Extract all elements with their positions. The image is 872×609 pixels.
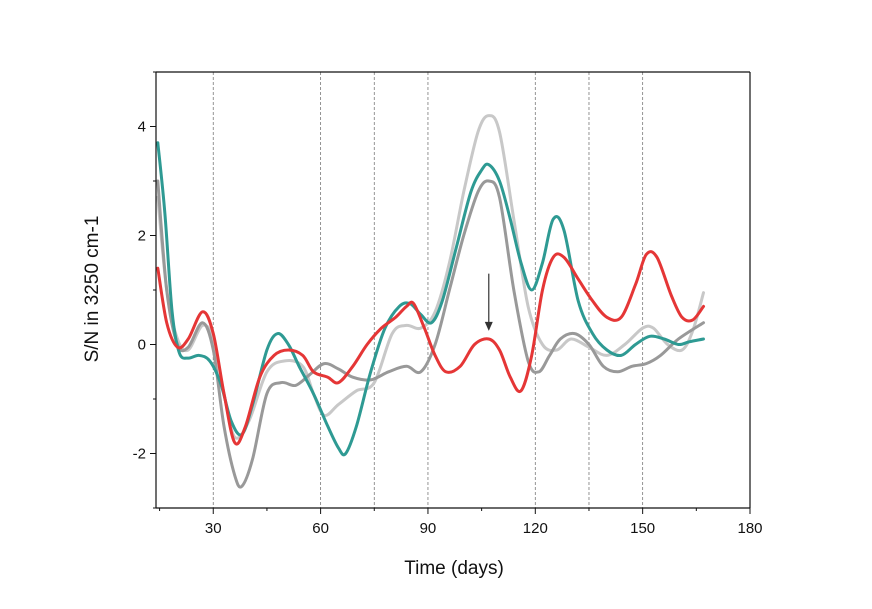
x-tick-label-60: 60 bbox=[312, 520, 329, 537]
y-tick-label-2: 2 bbox=[138, 228, 146, 245]
y-tick-label-0: 0 bbox=[138, 337, 146, 354]
x-tick-label-150: 150 bbox=[630, 520, 655, 537]
x-tick-label-90: 90 bbox=[420, 520, 437, 537]
arrow-head-1 bbox=[484, 321, 493, 331]
series-lines bbox=[156, 114, 705, 489]
y-tick-label--2: -2 bbox=[133, 446, 146, 463]
ticks: 30 60 90 120 150 180 -2 0 2 4 bbox=[133, 71, 763, 537]
grid-lines bbox=[212, 72, 644, 508]
x-tick-label-180: 180 bbox=[737, 520, 762, 537]
x-tick-label-30: 30 bbox=[205, 520, 222, 537]
x-tick-label-120: 120 bbox=[523, 520, 548, 537]
series-line-4 bbox=[156, 250, 705, 446]
axes bbox=[155, 71, 751, 509]
y-tick-label-4: 4 bbox=[138, 119, 146, 136]
x-axis-title: Time (days) bbox=[404, 558, 504, 579]
series-line-3 bbox=[156, 141, 705, 457]
y-axis-title: S/N in 3250 cm-1 bbox=[82, 216, 103, 363]
annotations bbox=[484, 273, 493, 331]
series-line-1 bbox=[156, 114, 705, 440]
series-line-2 bbox=[156, 179, 705, 489]
